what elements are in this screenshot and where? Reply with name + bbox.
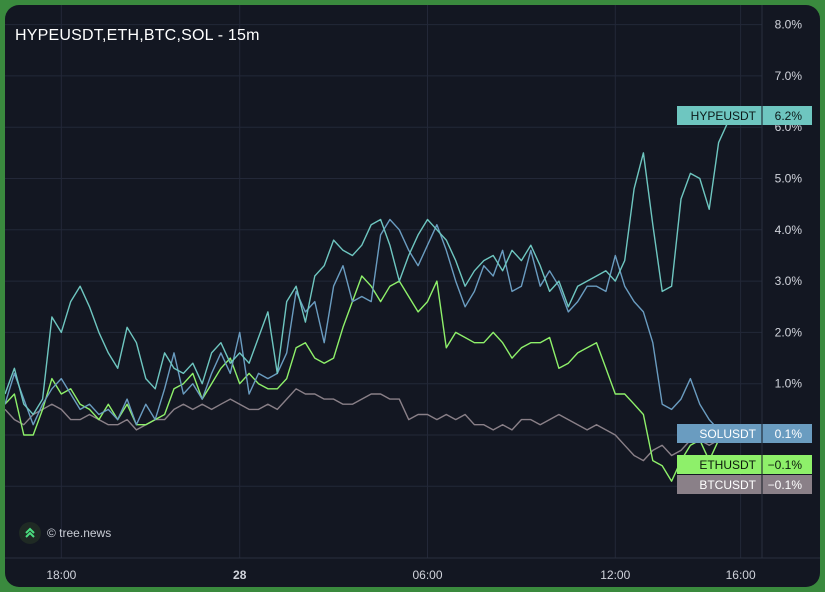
- y-tick-label: 1.0%: [775, 377, 803, 391]
- tree-news-logo-icon: [19, 522, 41, 544]
- watermark: © tree.news: [19, 522, 111, 544]
- y-tick-label: 7.0%: [775, 69, 803, 83]
- watermark-text: © tree.news: [47, 526, 112, 540]
- price-chart[interactable]: 8.0%7.0%6.0%5.0%4.0%3.0%2.0%1.0%0.0%−1.0…: [5, 5, 820, 587]
- y-tick-label: 3.0%: [775, 274, 803, 288]
- x-tick-label: 28: [233, 568, 247, 582]
- y-tick-label: 2.0%: [775, 325, 803, 339]
- series-line-hypeusdt: [5, 116, 757, 416]
- x-tick-label: 16:00: [726, 568, 756, 582]
- series-name-label: HYPEUSDT: [691, 109, 757, 123]
- last-label-box-solusdt: [677, 424, 812, 443]
- series-line-solusdt: [5, 218, 757, 431]
- y-tick-label: 8.0%: [775, 18, 803, 32]
- last-value-label: 0.1%: [775, 427, 803, 441]
- x-tick-label: 06:00: [412, 568, 442, 582]
- series-name-label: ETHUSDT: [699, 458, 756, 472]
- series-name-label: BTCUSDT: [699, 478, 756, 492]
- series-name-label: SOLUSDT: [699, 427, 756, 441]
- chart-panel: 8.0%7.0%6.0%5.0%4.0%3.0%2.0%1.0%0.0%−1.0…: [5, 5, 820, 587]
- last-value-label: 6.2%: [775, 109, 803, 123]
- chart-title: HYPEUSDT,ETH,BTC,SOL - 15m: [15, 27, 260, 44]
- y-tick-label: 5.0%: [775, 172, 803, 186]
- series-line-ethusdt: [5, 275, 757, 482]
- last-label-box-ethusdt: [677, 455, 812, 474]
- last-label-box-btcusdt: [677, 475, 812, 494]
- y-tick-label: 4.0%: [775, 223, 803, 237]
- x-tick-label: 18:00: [46, 568, 76, 582]
- x-tick-label: 12:00: [600, 568, 630, 582]
- last-label-box-hypeusdt: [677, 106, 812, 125]
- last-value-label: −0.1%: [768, 478, 803, 492]
- series-line-btcusdt: [5, 388, 757, 462]
- last-value-label: −0.1%: [768, 458, 803, 472]
